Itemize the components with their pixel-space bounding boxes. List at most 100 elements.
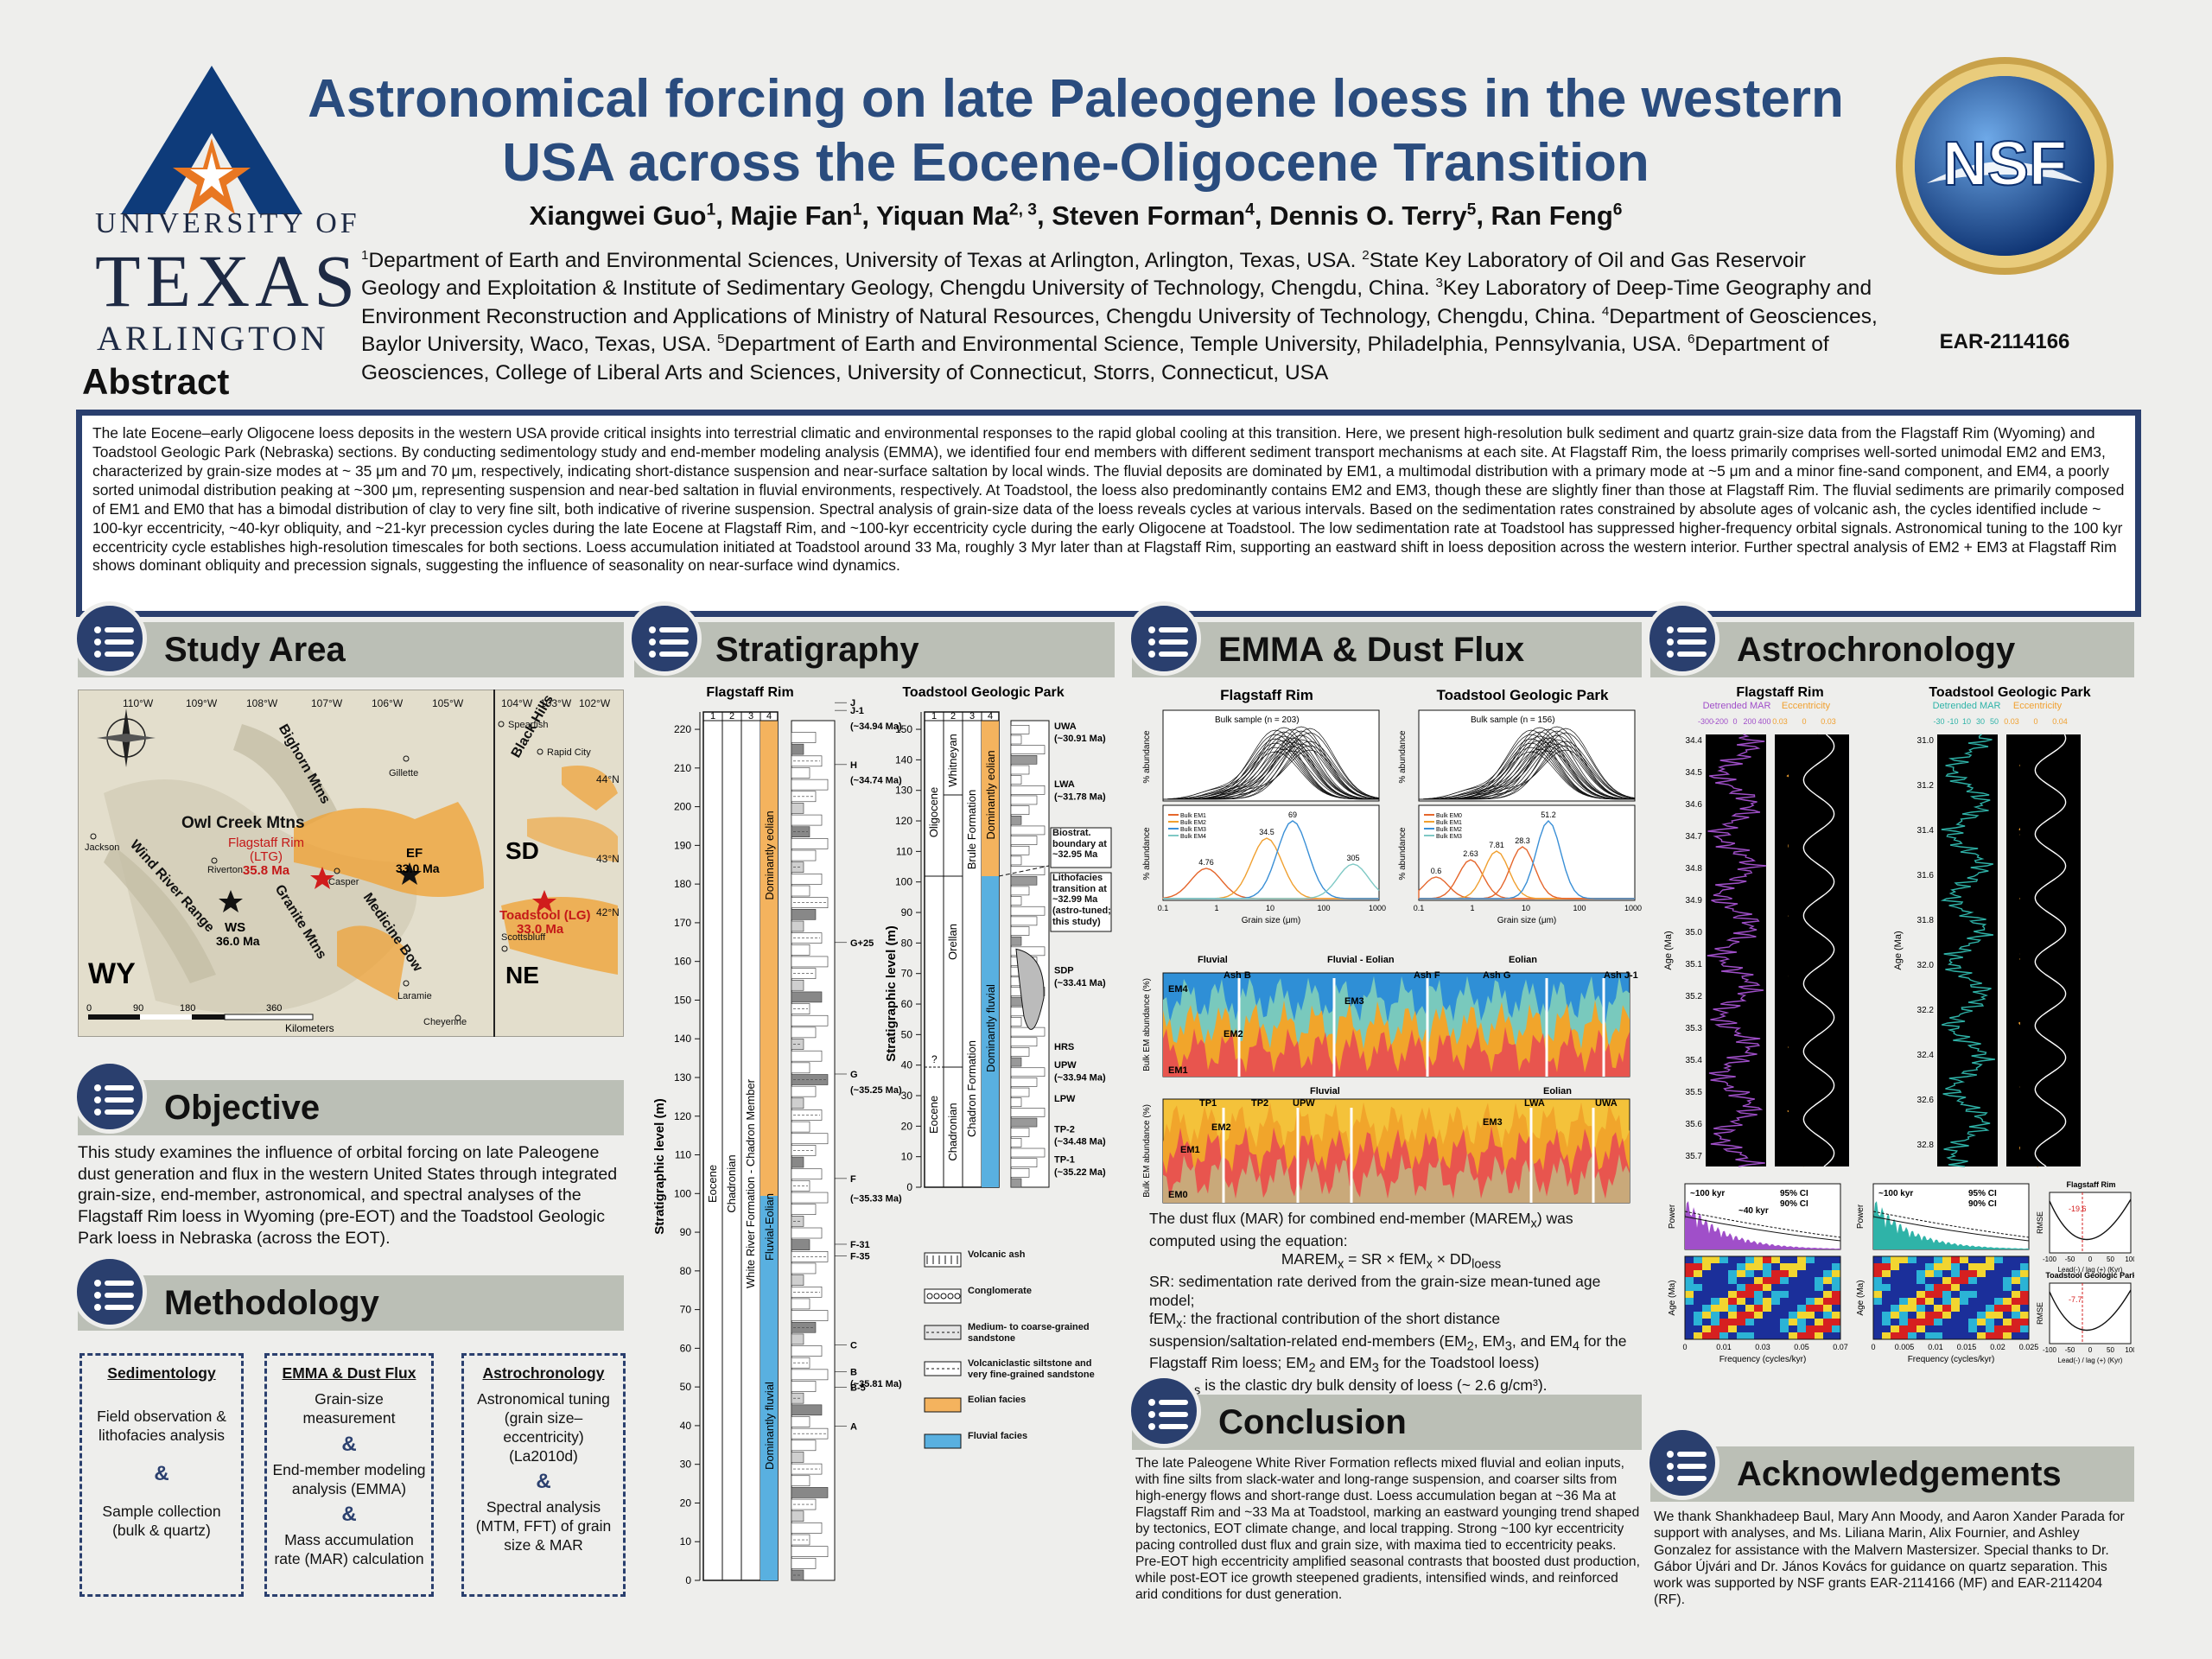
heatmap-cell xyxy=(1823,1332,1832,1339)
time-series xyxy=(1802,734,1835,1167)
heatmap-cell xyxy=(1789,1325,1797,1332)
heatmap-cell xyxy=(1737,1312,1745,1319)
heatmap-cell xyxy=(1873,1291,1882,1298)
bar-label: TP2 xyxy=(1251,1098,1268,1109)
heatmap-cell xyxy=(1994,1270,2003,1277)
heatmap-cell xyxy=(1685,1263,1694,1270)
heatmap-cell xyxy=(1960,1263,1968,1270)
bar-label: Fluvial xyxy=(1310,1086,1340,1096)
facies-label: Dominantly fluvial xyxy=(763,1382,776,1470)
heatmap-cell xyxy=(1711,1263,1719,1270)
lith-bed xyxy=(791,814,823,826)
heatmap-cell xyxy=(1823,1305,1832,1312)
list-icon xyxy=(73,601,147,676)
mode-label: 4.76 xyxy=(1198,858,1214,867)
heatmap-cell xyxy=(1815,1325,1823,1332)
ash-label: (~34.48 Ma) xyxy=(1054,1137,1106,1147)
list-icon xyxy=(1127,601,1201,676)
heatmap-cell xyxy=(1873,1319,1882,1325)
y-axis-label: % abundance xyxy=(1142,827,1152,880)
freq-label: Frequency (cycles/kyr) xyxy=(1719,1355,1807,1364)
heatmap-cell xyxy=(1806,1263,1815,1270)
heatmap-cell xyxy=(1882,1277,1891,1284)
heatmap-cell xyxy=(1806,1291,1815,1298)
heatmap-cell xyxy=(1694,1291,1702,1298)
heatmap-cell xyxy=(1925,1312,1934,1319)
heatmap-cell xyxy=(1711,1332,1719,1339)
heatmap-cell xyxy=(1968,1284,1977,1291)
heatmap-cell xyxy=(1771,1291,1780,1298)
heatmap-cell xyxy=(2003,1332,2012,1339)
objective-heading: Objective xyxy=(164,1089,321,1127)
heatmap-cell xyxy=(1832,1256,1840,1263)
heatmap-cell xyxy=(1797,1284,1806,1291)
heatmap-cell xyxy=(1771,1263,1780,1270)
heatmap-cell xyxy=(1977,1284,1986,1291)
ash-label: (~35.22 Ma) xyxy=(1054,1167,1106,1178)
ash-label: HRS xyxy=(1054,1042,1074,1052)
ws-site-marker: WS 36.0 Ma xyxy=(216,890,260,948)
author-affil: 6 xyxy=(1612,200,1623,219)
lith-bed xyxy=(1010,1138,1022,1147)
rmse-frame xyxy=(2049,1192,2132,1254)
heatmap-cell xyxy=(1882,1270,1891,1277)
mode-label: 7.81 xyxy=(1489,841,1504,849)
sub: x xyxy=(1426,1257,1433,1272)
lith-bed xyxy=(1010,875,1038,886)
heatmap-cell xyxy=(1685,1256,1694,1263)
flagstaff-ash-labels: JJ-1 (~34.94 Ma) H (~34.74 Ma) G+25 G (~35.25 … xyxy=(835,698,902,1432)
lag-tick: 50 xyxy=(2107,1346,2114,1354)
y-tick-label: 80 xyxy=(680,1265,692,1277)
heatmap-cell xyxy=(1797,1332,1806,1339)
heatmap-cell xyxy=(1942,1291,1951,1298)
heatmap-cell xyxy=(1702,1291,1711,1298)
lith-bed xyxy=(791,767,810,779)
heatmap-cell xyxy=(1806,1298,1815,1305)
legend-label-box: Eolian facies xyxy=(968,1395,1026,1405)
lith-bed xyxy=(791,1251,829,1262)
eq-part: and EM xyxy=(1315,1354,1372,1372)
lith-bed xyxy=(1010,785,1046,795)
affil-number: 4 xyxy=(1601,303,1610,319)
heatmap-cell xyxy=(1719,1319,1728,1325)
heatmap-cell xyxy=(1771,1284,1780,1291)
heatmap-cell xyxy=(1832,1325,1840,1332)
heatmap-cell xyxy=(1789,1332,1797,1339)
toadstool-age: 33.0 Ma xyxy=(517,922,564,937)
lith-bed xyxy=(791,920,804,932)
y-tick-label: 140 xyxy=(895,753,912,766)
heatmap-cell xyxy=(1908,1256,1916,1263)
heatmap-cell xyxy=(1711,1277,1719,1284)
heatmap-cell xyxy=(1823,1277,1832,1284)
y-tick-label: 80 xyxy=(901,937,913,949)
method-item: Field observation & lithofacies analysis xyxy=(97,1407,226,1444)
heatmap-cell xyxy=(1728,1277,1737,1284)
heatmap-cell xyxy=(1994,1277,2003,1284)
heatmap-cell xyxy=(1986,1263,1994,1270)
heatmap-cell xyxy=(1745,1312,1754,1319)
col-number: 4 xyxy=(766,711,772,721)
lith-bed xyxy=(1010,896,1022,906)
col-number: 3 xyxy=(969,711,975,721)
toadstool-column-frame: 1 2 3 4 Oligocene Eocene Whitneyan Orell… xyxy=(924,711,1000,1188)
heatmap-cell xyxy=(1719,1291,1728,1298)
heatmap-cell xyxy=(1763,1256,1771,1263)
lith-bed xyxy=(791,1133,829,1145)
heatmap-cell xyxy=(1737,1332,1745,1339)
bulk-curve xyxy=(1163,741,1380,800)
lat-label: 43°N xyxy=(596,853,620,865)
plot-legend: Bulk sample (n = 156) xyxy=(1471,715,1555,725)
heatmap-cell xyxy=(1942,1305,1951,1312)
freq-tick: 0.03 xyxy=(1755,1343,1770,1351)
age-tick: 34.5 xyxy=(1686,768,1703,778)
heatmap-cell xyxy=(1737,1284,1745,1291)
method-box-emma: EMMA & Dust Flux Grain-size measurement … xyxy=(264,1353,434,1597)
facies-label: Dominantly eolian xyxy=(763,810,776,899)
y-tick-label: 170 xyxy=(674,917,691,929)
heatmap-cell xyxy=(1925,1298,1934,1305)
em-legend-label: Bulk EM2 xyxy=(1436,827,1462,833)
author-affil: 1 xyxy=(706,200,716,219)
lith-bed xyxy=(1010,745,1046,754)
heatmap-cell xyxy=(1754,1298,1763,1305)
heatmap-cell xyxy=(1916,1277,1925,1284)
